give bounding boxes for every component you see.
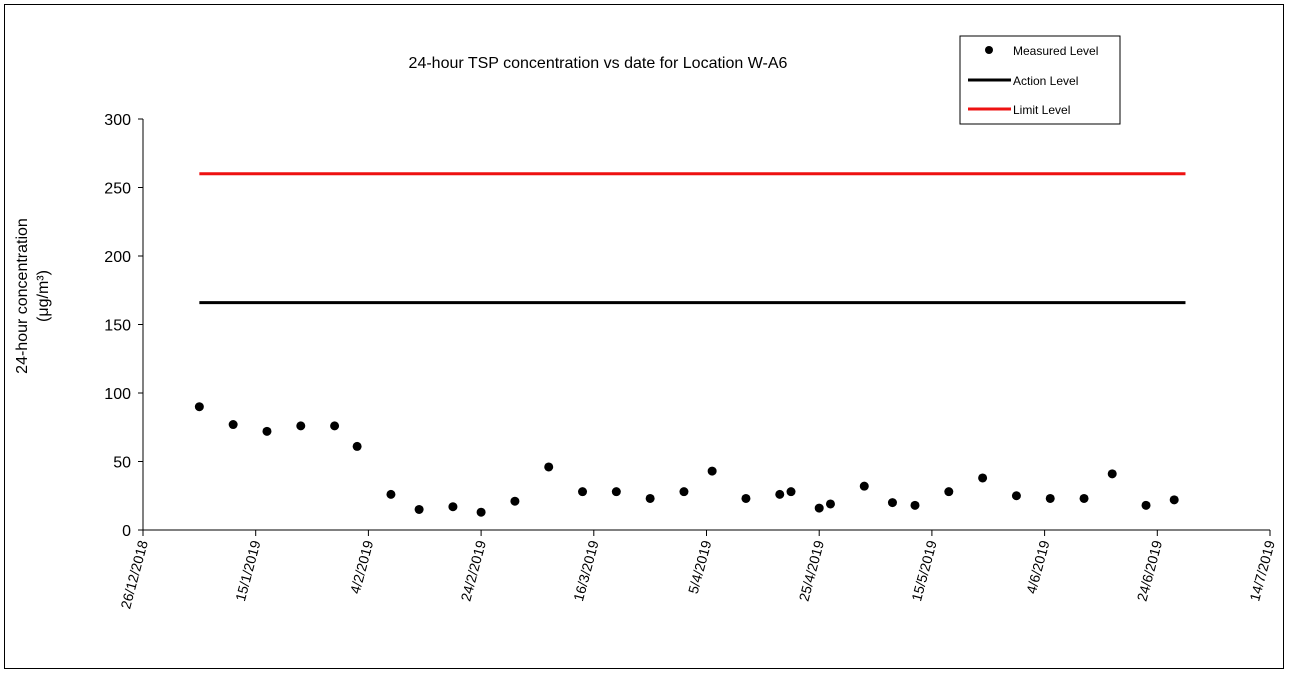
x-tick-label: 25/4/2019 [796, 538, 828, 603]
measured-point [1079, 493, 1089, 503]
x-tick-label: 5/4/2019 [685, 538, 715, 595]
measured-point [611, 487, 621, 497]
measured-point [296, 421, 306, 431]
measured-point [741, 493, 751, 503]
measured-point [578, 487, 588, 497]
chart-title: 24-hour TSP concentration vs date for Lo… [409, 55, 788, 72]
measured-point [194, 402, 204, 412]
y-axis-label: 24-hour concentration (μg/m³) [14, 218, 52, 374]
measured-point [944, 487, 954, 497]
measured-point [859, 481, 869, 491]
x-tick-label: 15/5/2019 [908, 538, 940, 603]
y-axis-unit-text: (μg/m³) [35, 270, 52, 322]
measured-point [1045, 493, 1055, 503]
y-tick-label: 50 [113, 455, 131, 472]
x-tick-label: 14/7/2019 [1246, 538, 1278, 603]
x-tick-label: 4/6/2019 [1023, 538, 1053, 595]
y-tick-label: 250 [104, 181, 131, 198]
measured-point [386, 489, 396, 499]
measured-point [887, 498, 897, 508]
y-tick-label: 150 [104, 318, 131, 335]
x-tick-label: 24/2/2019 [457, 538, 489, 603]
measured-point [1169, 495, 1179, 505]
measured-point [1107, 469, 1117, 479]
x-tick-label: 4/2/2019 [347, 538, 377, 595]
measured-point [707, 466, 717, 476]
legend-label-action: Action Level [1013, 74, 1078, 88]
measured-point [330, 421, 340, 431]
measured-point [352, 441, 362, 451]
measured-point [978, 473, 988, 483]
legend: Measured Level Action Level Limit Level [959, 35, 1121, 125]
measured-point [228, 420, 238, 430]
measured-point [262, 426, 272, 436]
measured-point [448, 502, 458, 512]
measured-point [786, 487, 796, 497]
chart-frame [4, 4, 1284, 669]
measured-point [476, 507, 486, 517]
legend-label-measured: Measured Level [1013, 44, 1098, 58]
measured-point [414, 504, 424, 514]
measured-point [544, 462, 554, 472]
x-tick-label: 26/12/2018 [117, 538, 151, 610]
reference-lines [199, 172, 1186, 305]
measured-point [910, 500, 920, 510]
x-tick-label: 24/6/2019 [1134, 538, 1166, 603]
measured-point [510, 496, 520, 506]
measured-point [1011, 491, 1021, 501]
measured-point [814, 503, 824, 513]
legend-marker-measured [985, 46, 993, 54]
x-tick-label: 15/1/2019 [232, 538, 264, 603]
measured-point [1141, 500, 1151, 510]
measured-point [775, 489, 785, 499]
y-tick-label: 300 [104, 112, 131, 129]
measured-point [679, 487, 689, 497]
measured-point [645, 493, 655, 503]
x-tick-label: 16/3/2019 [570, 538, 602, 603]
y-tick-label: 100 [104, 386, 131, 403]
measured-point [825, 499, 835, 509]
y-tick-label: 0 [122, 523, 131, 540]
axes: 0 50 100 150 200 250 300 26/12/2018 15/1/2019 4/2… [104, 112, 1278, 610]
y-axis-label-text: 24-hour concentration [14, 218, 31, 374]
legend-label-limit: Limit Level [1013, 103, 1070, 117]
y-tick-label: 200 [104, 249, 131, 266]
measured-points [194, 402, 1179, 517]
